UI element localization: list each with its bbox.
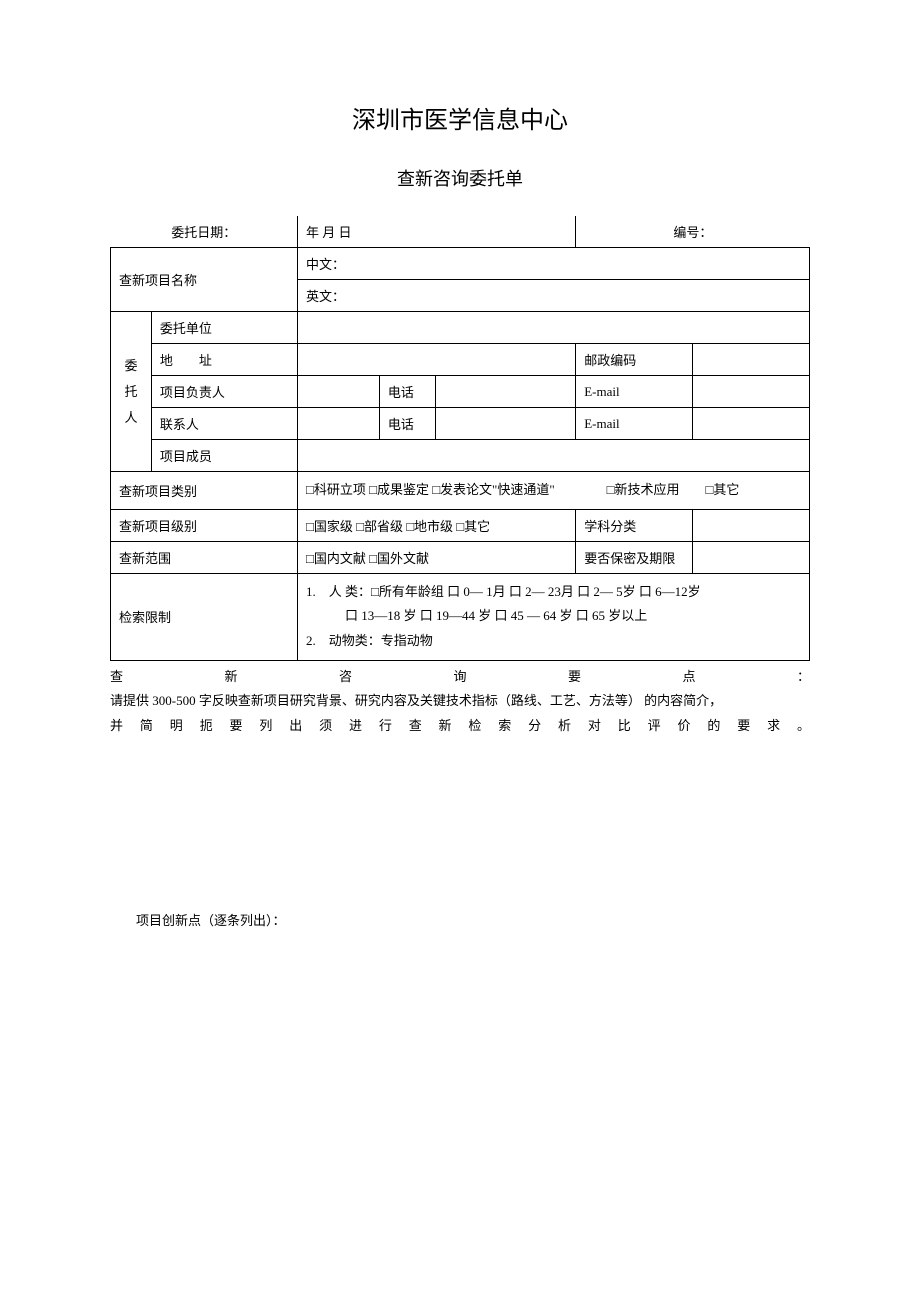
essentials-heading: 查新咨询要点： xyxy=(110,665,810,690)
row-scope: 查新范围 □国内文献 □国外文献 要否保密及期限 xyxy=(111,541,810,573)
contact-email-value[interactable] xyxy=(693,408,810,440)
contact-phone-value[interactable] xyxy=(435,408,575,440)
number-cell: 编号： xyxy=(576,216,810,248)
contact-value[interactable] xyxy=(298,408,380,440)
contact-phone-label: 电话 xyxy=(379,408,435,440)
date-label: 委托日期： xyxy=(171,225,236,240)
secret-value[interactable] xyxy=(693,541,810,573)
essentials-blank xyxy=(110,739,810,909)
client-address-label: 地 址 xyxy=(151,344,297,376)
essentials-desc1: 请提供 300-500 字反映查新项目研究背景、研究内容及关键技术指标（路线、工… xyxy=(110,689,810,714)
essentials-section: 查新咨询要点： 请提供 300-500 字反映查新项目研究背景、研究内容及关键技… xyxy=(110,665,810,934)
innovation-heading: 项目创新点（逐条列出）： xyxy=(110,909,810,934)
date-value-cell: 年 月 日 xyxy=(298,216,576,248)
page-title-sub: 查新咨询委托单 xyxy=(110,165,810,191)
row-client-unit: 委托人 委托单位 xyxy=(111,312,810,344)
limit-line1: 1. 人 类：□所有年龄组 口 0— 1月 口 2— 23月 口 2— 5岁 口… xyxy=(306,580,801,605)
client-unit-label: 委托单位 xyxy=(151,312,297,344)
row-project-cn: 查新项目名称 中文： xyxy=(111,248,810,280)
row-level: 查新项目级别 □国家级 □部省级 □地市级 □其它 学科分类 xyxy=(111,509,810,541)
postcode-label: 邮政编码 xyxy=(576,344,693,376)
scope-options: □国内文献 □国外文献 xyxy=(298,541,576,573)
category-label: 查新项目类别 xyxy=(111,472,298,510)
pi-email-label: E-mail xyxy=(576,376,693,408)
project-name-label: 查新项目名称 xyxy=(111,248,298,312)
subject-label: 学科分类 xyxy=(576,509,693,541)
scope-label: 查新范围 xyxy=(111,541,298,573)
project-cn-cell: 中文： xyxy=(298,248,810,280)
document-page: 深圳市医学信息中心 查新咨询委托单 委托日期： 年 月 日 编号： 查新项目名称 xyxy=(0,0,920,994)
client-unit-value[interactable] xyxy=(298,312,810,344)
page-title-main: 深圳市医学信息中心 xyxy=(110,100,810,135)
row-date-number: 委托日期： 年 月 日 编号： xyxy=(111,216,810,248)
client-group-label: 委托人 xyxy=(111,312,152,472)
number-label: 编号： xyxy=(673,225,712,240)
members-value[interactable] xyxy=(298,440,810,472)
project-en-cell: 英文： xyxy=(298,280,810,312)
row-client-pi: 项目负责人 电话 E-mail xyxy=(111,376,810,408)
members-label: 项目成员 xyxy=(151,440,297,472)
form-table: 委托日期： 年 月 日 编号： 查新项目名称 中文： 英文： 委托人 委托单位 … xyxy=(110,216,810,661)
secret-label: 要否保密及期限 xyxy=(576,541,693,573)
row-client-address: 地 址 邮政编码 xyxy=(111,344,810,376)
pi-value[interactable] xyxy=(298,376,380,408)
essentials-desc2: 并简明扼要列出须进行查新检索分析对比评价的要求。 xyxy=(110,714,810,739)
date-cell: 委托日期： xyxy=(111,216,298,248)
pi-email-value[interactable] xyxy=(693,376,810,408)
subject-value[interactable] xyxy=(693,509,810,541)
postcode-value[interactable] xyxy=(693,344,810,376)
level-options: □国家级 □部省级 □地市级 □其它 xyxy=(298,509,576,541)
row-limit: 检索限制 1. 人 类：□所有年龄组 口 0— 1月 口 2— 23月 口 2—… xyxy=(111,573,810,660)
pi-phone-label: 电话 xyxy=(379,376,435,408)
row-category: 查新项目类别 □科研立项 □成果鉴定 □发表论文"快速通道" □新技术应用 □其… xyxy=(111,472,810,510)
row-client-contact: 联系人 电话 E-mail xyxy=(111,408,810,440)
contact-label: 联系人 xyxy=(151,408,297,440)
row-client-members: 项目成员 xyxy=(111,440,810,472)
limit-line2: 口 13—18 岁 口 19—44 岁 口 45 — 64 岁 口 65 岁以上 xyxy=(306,604,801,629)
category-options: □科研立项 □成果鉴定 □发表论文"快速通道" □新技术应用 □其它 xyxy=(298,472,810,510)
pi-phone-value[interactable] xyxy=(435,376,575,408)
level-label: 查新项目级别 xyxy=(111,509,298,541)
limit-line3: 2. 动物类：专指动物 xyxy=(306,629,801,654)
pi-label: 项目负责人 xyxy=(151,376,297,408)
contact-email-label: E-mail xyxy=(576,408,693,440)
client-address-value[interactable] xyxy=(298,344,576,376)
limit-content: 1. 人 类：□所有年龄组 口 0— 1月 口 2— 23月 口 2— 5岁 口… xyxy=(298,573,810,660)
limit-label: 检索限制 xyxy=(111,573,298,660)
